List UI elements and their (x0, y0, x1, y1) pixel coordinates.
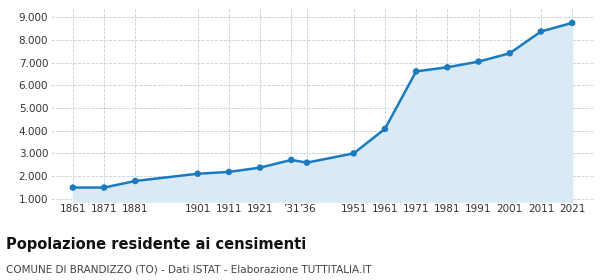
Point (99, 185, 109, 190)
Point (474, 59, 484, 64)
Point (505, 51, 515, 55)
Point (443, 65, 452, 69)
Point (130, 179, 140, 183)
Point (568, 21, 577, 25)
Point (349, 151, 359, 156)
Point (224, 170, 233, 174)
Point (302, 160, 311, 165)
Point (412, 69, 421, 74)
Point (286, 158, 296, 162)
Text: Popolazione residente ai censimenti: Popolazione residente ai censimenti (6, 237, 306, 252)
Point (255, 165, 265, 170)
Point (536, 29, 546, 34)
Point (68, 185, 77, 190)
Point (193, 172, 202, 176)
Text: COMUNE DI BRANDIZZO (TO) - Dati ISTAT - Elaborazione TUTTITALIA.IT: COMUNE DI BRANDIZZO (TO) - Dati ISTAT - … (6, 265, 371, 275)
Point (380, 127, 390, 131)
